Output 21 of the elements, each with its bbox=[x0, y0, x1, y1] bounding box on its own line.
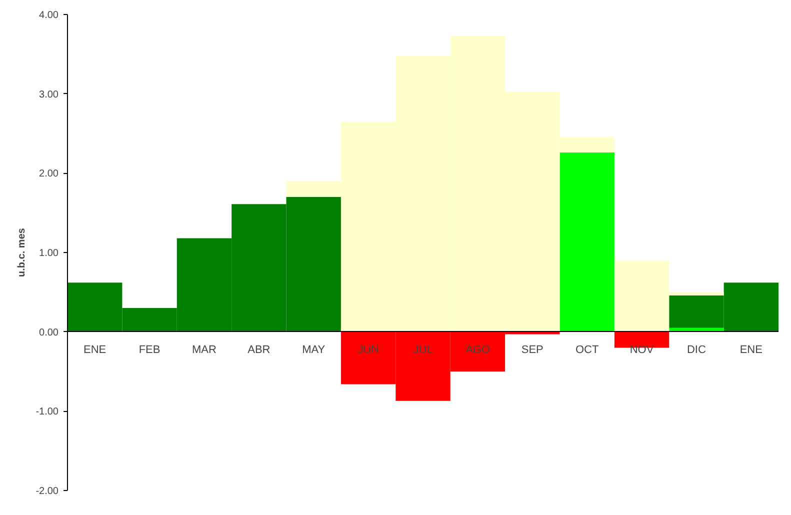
x-tick-label: MAY bbox=[302, 344, 326, 356]
x-tick-label: SEP bbox=[521, 344, 544, 356]
x-tick-label: DIC bbox=[686, 344, 706, 356]
bar bbox=[560, 152, 614, 332]
x-tick-label: AGO bbox=[465, 344, 490, 356]
x-tick-label: FEB bbox=[138, 344, 160, 356]
y-tick-label: 3.00 bbox=[39, 89, 59, 100]
x-tick-label: MAR bbox=[192, 344, 217, 356]
y-tick-label: -2.00 bbox=[36, 486, 59, 497]
y-tick-label: 4.00 bbox=[39, 10, 59, 21]
x-tick-label: JUL bbox=[413, 344, 433, 356]
y-tick-label: 1.00 bbox=[39, 248, 59, 259]
x-tick-label: ENE bbox=[740, 344, 762, 356]
x-tick-label: ABR bbox=[248, 344, 270, 356]
y-axis-title: u.b.c. mes bbox=[16, 228, 28, 277]
y-tick-label: 2.00 bbox=[39, 168, 59, 180]
x-tick-label: JUN bbox=[358, 344, 380, 356]
y-tick-label: 0.00 bbox=[39, 327, 59, 338]
x-tick-label: ENE bbox=[84, 344, 106, 356]
x-tick-label: OCT bbox=[575, 344, 599, 356]
y-tick-label: -1.00 bbox=[36, 406, 59, 418]
